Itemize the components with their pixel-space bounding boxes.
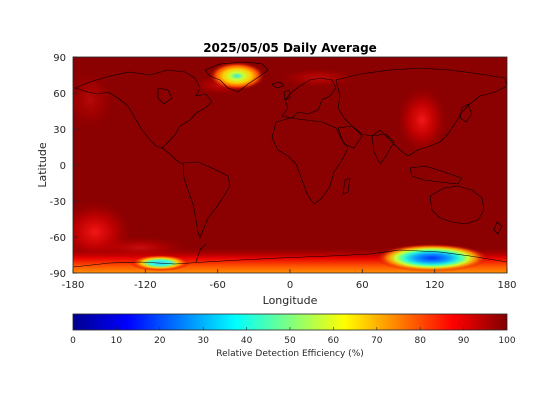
coastline-africa (271, 117, 349, 205)
x-tick-label: -180 (62, 280, 85, 291)
tibet-red-patch (396, 86, 448, 154)
colorbar-tick-label: 80 (414, 336, 426, 346)
coastline-india (371, 133, 395, 165)
arctic-red-patch (278, 68, 358, 88)
colorbar-tick-labels: 0 10 20 30 40 50 60 70 80 90 100 (70, 336, 516, 346)
map-title: 2025/05/05 Daily Average (203, 41, 377, 55)
coastline-arabia (337, 125, 363, 149)
colorbar-tick-label: 20 (154, 336, 166, 346)
pacific-red-patch (73, 70, 115, 130)
antarctic-east-low-efficiency-blob (376, 244, 488, 272)
y-tick-label: 0 (60, 161, 66, 172)
y-tick-label: -60 (50, 233, 66, 244)
coastline-antarctic-peninsula (195, 243, 207, 263)
coastline-south-america (182, 161, 231, 239)
coastline-antarctica (73, 249, 507, 268)
coastline-se-asia-islands (409, 165, 463, 185)
x-tick-label: 120 (425, 280, 444, 291)
coastline-madagascar (342, 177, 351, 195)
y-tick-marks (73, 56, 77, 274)
coastline-central-america (161, 147, 183, 165)
colorbar-tick-marks (116, 327, 464, 330)
colorbar-tick-label: 10 (111, 336, 123, 346)
colorbar-tick-label: 40 (241, 336, 253, 346)
coastline-uk (283, 89, 291, 101)
colorbar-tick-label: 70 (371, 336, 383, 346)
coastline-australia (429, 185, 485, 225)
colorbar-tick-label: 0 (70, 336, 76, 346)
map-plot-area (73, 57, 507, 273)
colorbar-label: Relative Detection Efficiency (%) (216, 349, 364, 359)
x-tick-label: -120 (134, 280, 157, 291)
coastline-asia (335, 67, 507, 157)
x-tick-label: 60 (356, 280, 369, 291)
coastline-iceland (271, 81, 285, 89)
x-axis-label: Longitude (263, 294, 318, 307)
colorbar-tick-label: 30 (197, 336, 209, 346)
coastline-japan (459, 103, 473, 123)
y-tick-label: 30 (53, 125, 66, 136)
x-tick-marks (72, 269, 508, 273)
colorbar-tick-label: 90 (458, 336, 470, 346)
coastline-hudson-bay (157, 87, 173, 105)
colorbar-tick-label: 50 (284, 336, 296, 346)
y-tick-labels: 90 60 30 0 -30 -60 -90 (50, 53, 66, 280)
y-tick-label: -30 (50, 197, 66, 208)
coastlines (73, 61, 507, 268)
coastline-europe (281, 77, 337, 119)
y-tick-label: 90 (53, 53, 66, 64)
greenland-low-efficiency-blob (209, 62, 265, 90)
y-tick-label: 60 (53, 89, 66, 100)
coastline-new-zealand (493, 221, 503, 235)
x-tick-label: -60 (210, 280, 226, 291)
x-tick-labels: -180 -120 -60 0 60 120 180 (62, 280, 517, 291)
coastline-north-america (74, 69, 213, 149)
coastline-greenland (204, 61, 269, 93)
colorbar-tick-label: 100 (498, 336, 515, 346)
x-tick-label: 180 (497, 280, 516, 291)
x-tick-label: 0 (287, 280, 293, 291)
colorbar-tick-label: 60 (328, 336, 340, 346)
y-tick-label: -90 (50, 269, 66, 280)
y-axis-label: Latitude (36, 142, 49, 188)
